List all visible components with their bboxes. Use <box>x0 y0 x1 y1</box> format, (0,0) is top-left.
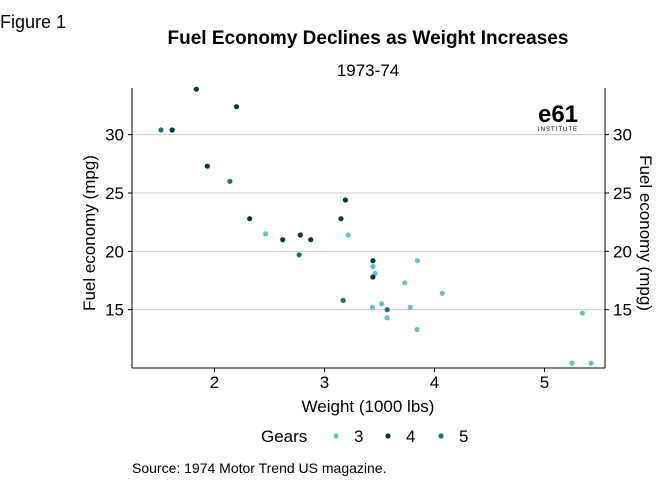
legend-label-3: 3 <box>354 427 363 446</box>
chart-title: Fuel Economy Declines as Weight Increase… <box>167 28 569 49</box>
data-points <box>158 86 594 366</box>
axes <box>131 88 606 369</box>
data-point-gear-3 <box>439 290 445 296</box>
legend-marker-4 <box>385 433 391 439</box>
legend-label-5: 5 <box>459 427 468 446</box>
figure-label: Figure 1 <box>0 12 67 32</box>
data-point-gear-3 <box>369 304 375 310</box>
x-tick-label: 4 <box>430 373 439 392</box>
y-tick-label-right: 30 <box>613 126 632 145</box>
data-point-gear-4 <box>338 216 344 222</box>
logo-sub-text: INSTITUTE <box>538 127 578 133</box>
data-point-gear-3 <box>579 310 586 316</box>
data-point-gear-4 <box>193 86 199 92</box>
data-point-gear-5 <box>158 127 164 133</box>
data-point-gear-4 <box>169 127 175 133</box>
data-point-gear-4 <box>233 104 240 110</box>
data-point-gear-3 <box>569 360 575 366</box>
legend: Gears 3 4 5 <box>261 427 468 446</box>
y-tick-label-right: 15 <box>613 301 632 320</box>
data-point-gear-3 <box>384 315 390 321</box>
data-point-gear-4 <box>370 274 376 280</box>
y-axis-label-right: Fuel economy (mpg) <box>636 155 655 311</box>
data-point-gear-5 <box>340 297 346 303</box>
data-point-gear-3 <box>414 258 421 264</box>
legend-title: Gears <box>261 427 307 446</box>
data-point-gear-3 <box>407 304 413 310</box>
data-point-gear-4 <box>297 232 303 238</box>
y-tick-label-left: 20 <box>105 242 124 261</box>
legend-marker-5 <box>438 433 444 439</box>
y-tick-label-right: 20 <box>613 242 632 261</box>
source-note: Source: 1974 Motor Trend US magazine. <box>132 460 387 476</box>
logo-main-text: e61 <box>538 101 578 128</box>
data-point-gear-3 <box>370 263 376 270</box>
gridlines <box>132 134 605 311</box>
e61-logo: e61 INSTITUTE <box>538 101 578 133</box>
data-point-gear-4 <box>280 237 286 243</box>
x-axis-label: Weight (1000 lbs) <box>302 397 435 416</box>
data-point-gear-4 <box>342 197 348 203</box>
data-point-gear-4 <box>370 258 376 264</box>
data-point-gear-3 <box>263 231 269 237</box>
y-tick-label-left: 25 <box>105 184 124 203</box>
data-point-gear-4 <box>308 237 314 243</box>
data-point-gear-5 <box>296 252 302 258</box>
data-point-gear-4 <box>247 216 253 222</box>
chart-subtitle: 1973-74 <box>336 61 400 80</box>
ticks: 15 15 20 20 25 25 30 30 2 3 4 5 <box>105 126 632 392</box>
data-point-gear-4 <box>204 163 210 169</box>
x-tick-label: 5 <box>540 373 549 392</box>
y-tick-label-left: 15 <box>105 301 124 320</box>
y-axis-label-left: Fuel economy (mpg) <box>80 155 99 311</box>
data-point-gear-3 <box>379 301 385 307</box>
x-tick-label: 3 <box>320 373 329 392</box>
y-tick-label-left: 30 <box>105 126 124 145</box>
data-point-gear-3 <box>402 280 408 286</box>
data-point-gear-3 <box>414 326 420 333</box>
data-point-gear-3 <box>588 360 594 366</box>
x-tick-label: 2 <box>210 373 219 392</box>
data-point-gear-5 <box>227 178 233 184</box>
data-point-gear-3 <box>345 232 351 238</box>
y-tick-label-right: 25 <box>613 184 632 203</box>
legend-label-4: 4 <box>406 427 415 446</box>
legend-marker-3 <box>333 433 339 439</box>
data-point-gear-5 <box>384 307 390 313</box>
